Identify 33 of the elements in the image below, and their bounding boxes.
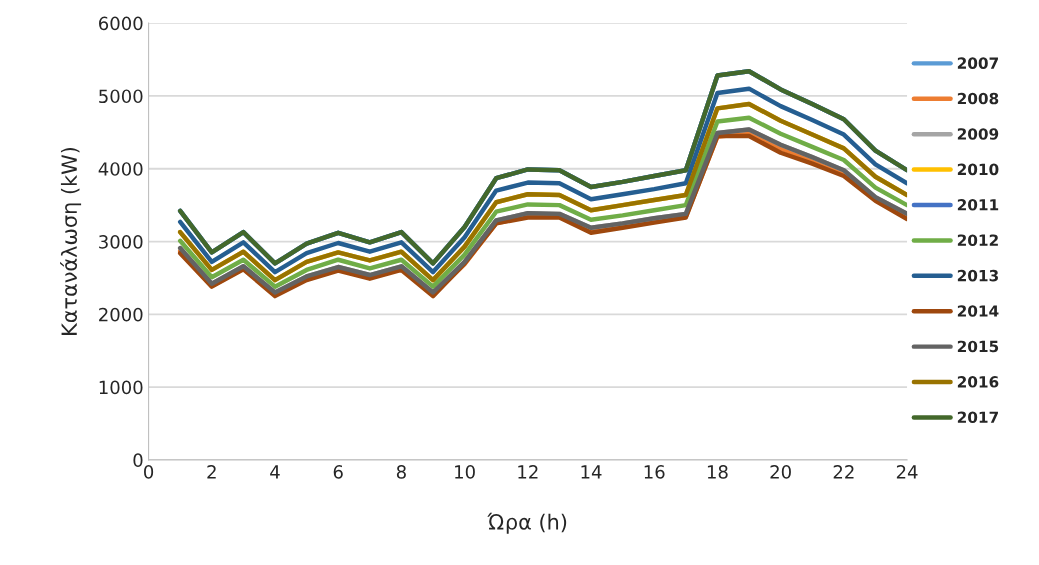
y-tick-label: 2000: [99, 307, 143, 322]
x-tick-label: 10: [455, 465, 475, 479]
legend-label: 2012: [957, 234, 998, 246]
x-tick-label: 18: [707, 465, 728, 479]
legend-label: 2013: [957, 269, 998, 282]
x-tick-label: 24: [896, 465, 918, 479]
x-tick-label: 8: [396, 465, 406, 479]
y-tick-label: 0: [133, 453, 143, 468]
x-tick-label: 6: [333, 465, 343, 479]
y-axis-title: Κατανάλωση (kW): [60, 147, 82, 335]
x-tick-label: 2: [207, 465, 216, 479]
legend-label: 2010: [957, 163, 999, 176]
legend-label: 2011: [957, 199, 999, 211]
x-tick-label: 0: [144, 465, 154, 479]
legend-label: 2008: [957, 92, 999, 105]
y-tick-label: 3000: [99, 235, 143, 249]
x-tick-label: 12: [518, 465, 538, 479]
legend-label: 2016: [957, 376, 999, 388]
legend-label: 2017: [957, 411, 998, 424]
x-tick-label: 14: [581, 465, 602, 479]
legend-label: 2014: [957, 305, 999, 317]
y-tick-label: 6000: [99, 16, 143, 31]
legend-label: 2009: [957, 128, 999, 140]
legend-label: 2007: [957, 57, 998, 69]
x-axis-title: Ώρα (h): [487, 512, 567, 534]
y-tick-label: 5000: [99, 89, 143, 104]
y-tick-label: 1000: [99, 380, 143, 395]
legend-label: 2015: [957, 340, 999, 353]
y-tick-label: 4000: [98, 162, 143, 176]
x-tick-label: 22: [833, 465, 854, 479]
x-tick-label: 20: [770, 465, 791, 479]
x-tick-label: 16: [644, 465, 665, 479]
x-tick-label: 4: [270, 465, 280, 479]
